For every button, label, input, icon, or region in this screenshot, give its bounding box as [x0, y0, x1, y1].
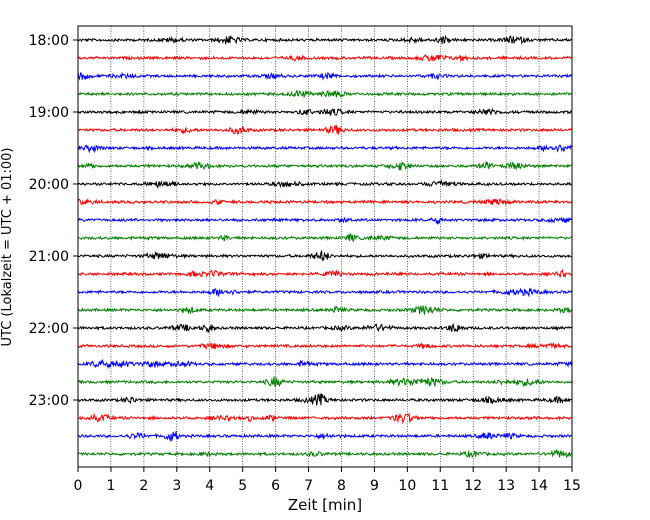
- trace-1830: [77, 71, 572, 81]
- x-tick-label: 7: [304, 478, 313, 494]
- y-tick-label: 20:00: [29, 177, 69, 193]
- trace-2000: [77, 179, 572, 189]
- x-tick-label: 11: [431, 478, 449, 494]
- x-tick-label: 0: [74, 478, 83, 494]
- trace-2345: [77, 448, 572, 459]
- trace-2145: [77, 305, 572, 315]
- trace-2215: [77, 341, 572, 350]
- trace-group: [77, 34, 572, 459]
- trace-1815: [77, 53, 572, 63]
- trace-1900: [77, 107, 572, 116]
- x-tick-label: 6: [271, 478, 280, 494]
- trace-2230: [77, 358, 572, 370]
- y-tick-label: 19:00: [29, 105, 69, 121]
- x-tick-label: 8: [337, 478, 346, 494]
- trace-2115: [77, 268, 572, 278]
- x-tick-label: 12: [464, 478, 482, 494]
- x-tick-label: 15: [563, 478, 581, 494]
- x-tick-label: 1: [106, 478, 115, 494]
- x-tick-label: 3: [172, 478, 181, 494]
- y-axis: 18:00 19:00 20:00 21:00 22:00 23:00: [29, 33, 78, 409]
- trace-2130: [77, 287, 572, 298]
- trace-1915: [77, 124, 572, 135]
- trace-1930: [77, 144, 572, 154]
- trace-2045: [77, 232, 572, 243]
- trace-2245: [77, 376, 572, 388]
- x-grid: [110, 26, 540, 467]
- y-axis-label: UTC (Lokalzeit = UTC + 01:00): [0, 148, 15, 347]
- trace-2100: [77, 249, 572, 262]
- x-tick-label: 9: [370, 478, 379, 494]
- trace-2330: [77, 431, 572, 443]
- trace-2200: [77, 323, 572, 334]
- plot-frame: [77, 25, 573, 468]
- y-tick-label: 18:00: [29, 33, 69, 49]
- y-tick-label: 22:00: [29, 321, 69, 337]
- x-tick-label: 5: [238, 478, 247, 494]
- x-axis-label: Zeit [min]: [288, 496, 362, 514]
- trace-1845: [77, 89, 572, 99]
- x-tick-label: 14: [530, 478, 548, 494]
- x-tick-label: 2: [139, 478, 148, 494]
- trace-2015: [77, 197, 572, 206]
- trace-2315: [77, 412, 572, 425]
- y-tick-label: 23:00: [29, 393, 69, 409]
- x-tick-label: 13: [497, 478, 515, 494]
- trace-2030: [77, 216, 572, 225]
- trace-1945: [77, 160, 572, 171]
- y-tick-label: 21:00: [29, 249, 69, 265]
- x-axis: 0 1 2 3 4 5 6 7 8 9 10 11 12 13 14 15: [74, 467, 581, 494]
- trace-2300: [77, 393, 572, 406]
- x-tick-label: 10: [398, 478, 416, 494]
- x-tick-label: 4: [205, 478, 214, 494]
- trace-1800: [77, 34, 572, 45]
